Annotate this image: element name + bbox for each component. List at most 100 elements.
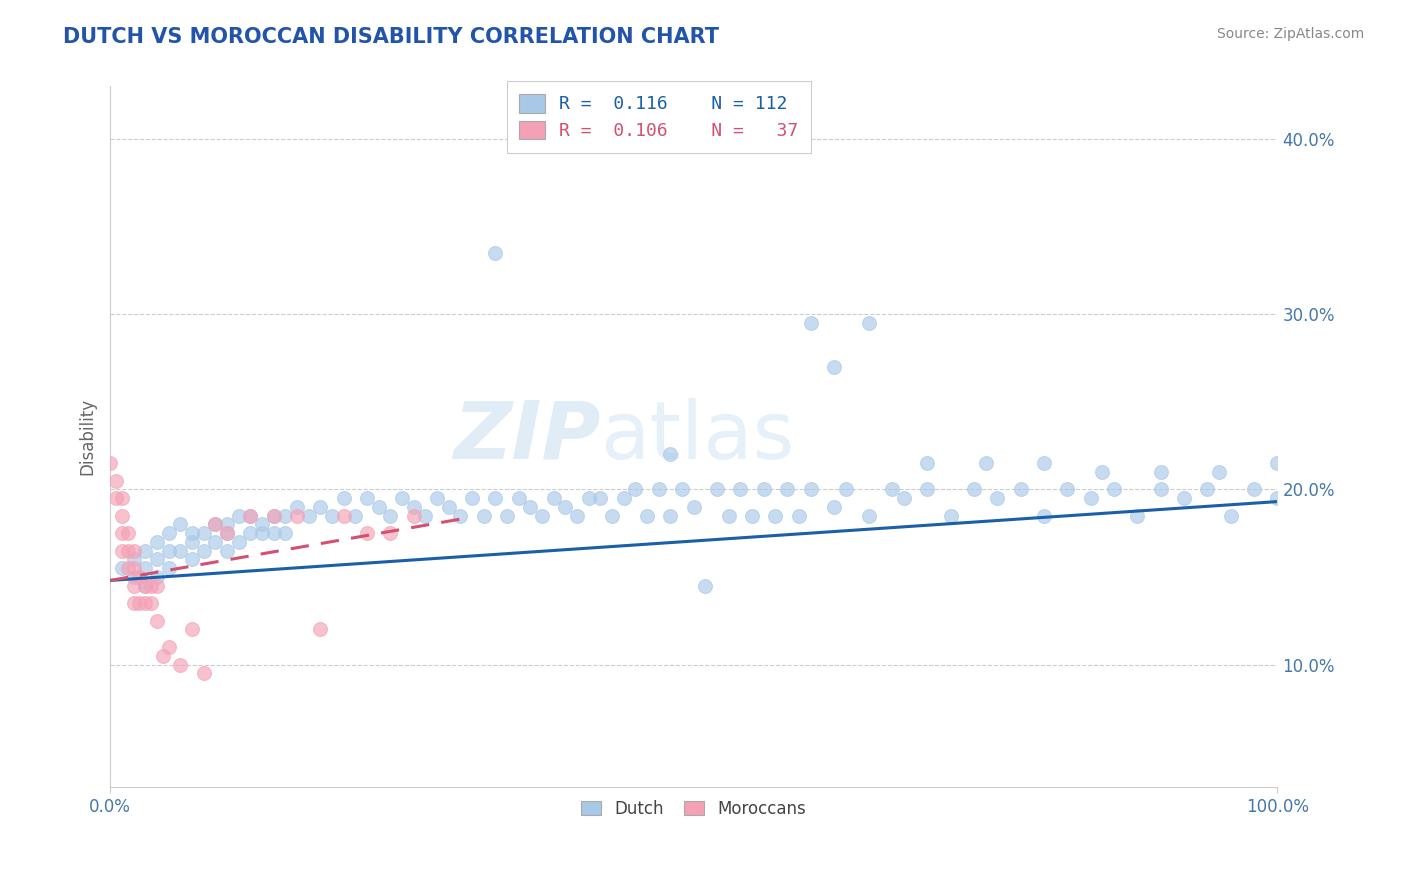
Point bbox=[157, 561, 180, 575]
Point bbox=[146, 570, 169, 584]
Point bbox=[578, 491, 600, 505]
Point bbox=[367, 500, 389, 514]
Point bbox=[228, 534, 250, 549]
Point bbox=[263, 508, 285, 523]
Point bbox=[717, 508, 740, 523]
Point bbox=[1267, 456, 1289, 470]
Point bbox=[1150, 465, 1173, 479]
Point bbox=[134, 543, 156, 558]
Point bbox=[180, 552, 202, 566]
Point bbox=[695, 579, 717, 593]
Point bbox=[391, 491, 413, 505]
Point bbox=[823, 500, 845, 514]
Point bbox=[915, 483, 938, 497]
Point bbox=[344, 508, 367, 523]
Point bbox=[128, 596, 150, 610]
Point bbox=[986, 491, 1008, 505]
Point bbox=[122, 552, 145, 566]
Point bbox=[105, 491, 128, 505]
Point bbox=[321, 508, 343, 523]
Point bbox=[1091, 465, 1114, 479]
Point bbox=[193, 526, 215, 541]
Point bbox=[204, 534, 226, 549]
Point bbox=[893, 491, 915, 505]
Point bbox=[449, 508, 471, 523]
Point bbox=[484, 491, 506, 505]
Point bbox=[613, 491, 636, 505]
Point bbox=[472, 508, 495, 523]
Point bbox=[122, 543, 145, 558]
Point bbox=[402, 508, 425, 523]
Point bbox=[193, 666, 215, 681]
Point bbox=[180, 534, 202, 549]
Point bbox=[1219, 508, 1241, 523]
Point bbox=[963, 483, 986, 497]
Point bbox=[215, 526, 238, 541]
Point bbox=[297, 508, 319, 523]
Point bbox=[105, 474, 128, 488]
Point bbox=[139, 579, 162, 593]
Point bbox=[1126, 508, 1149, 523]
Point bbox=[741, 508, 763, 523]
Point bbox=[263, 508, 285, 523]
Point bbox=[1032, 456, 1054, 470]
Point bbox=[413, 508, 436, 523]
Point bbox=[765, 508, 787, 523]
Point bbox=[332, 491, 354, 505]
Point bbox=[122, 596, 145, 610]
Point bbox=[706, 483, 728, 497]
Legend: Dutch, Moroccans: Dutch, Moroccans bbox=[575, 793, 813, 824]
Point bbox=[1010, 483, 1032, 497]
Point bbox=[111, 543, 134, 558]
Point bbox=[274, 526, 297, 541]
Text: ZIP: ZIP bbox=[453, 398, 600, 475]
Point bbox=[169, 517, 191, 532]
Point bbox=[1208, 465, 1230, 479]
Point bbox=[204, 517, 226, 532]
Point bbox=[682, 500, 704, 514]
Point bbox=[554, 500, 576, 514]
Point bbox=[146, 614, 169, 628]
Point bbox=[215, 517, 238, 532]
Point bbox=[659, 508, 682, 523]
Point bbox=[157, 543, 180, 558]
Point bbox=[263, 526, 285, 541]
Point bbox=[1102, 483, 1125, 497]
Point bbox=[157, 640, 180, 654]
Point bbox=[519, 500, 541, 514]
Point bbox=[204, 517, 226, 532]
Text: Source: ZipAtlas.com: Source: ZipAtlas.com bbox=[1216, 27, 1364, 41]
Point bbox=[531, 508, 554, 523]
Text: atlas: atlas bbox=[600, 398, 794, 475]
Point bbox=[1080, 491, 1102, 505]
Point bbox=[239, 508, 262, 523]
Point bbox=[152, 648, 174, 663]
Point bbox=[624, 483, 647, 497]
Point bbox=[915, 456, 938, 470]
Point bbox=[565, 508, 588, 523]
Point bbox=[939, 508, 962, 523]
Point bbox=[356, 491, 378, 505]
Point bbox=[146, 552, 169, 566]
Point bbox=[122, 579, 145, 593]
Point bbox=[274, 508, 297, 523]
Point bbox=[600, 508, 623, 523]
Point bbox=[834, 483, 856, 497]
Y-axis label: Disability: Disability bbox=[79, 398, 96, 475]
Point bbox=[858, 508, 880, 523]
Point bbox=[180, 526, 202, 541]
Point bbox=[799, 483, 821, 497]
Point bbox=[1267, 491, 1289, 505]
Point bbox=[215, 543, 238, 558]
Point bbox=[648, 483, 671, 497]
Point bbox=[543, 491, 565, 505]
Point bbox=[1056, 483, 1078, 497]
Point bbox=[461, 491, 484, 505]
Point bbox=[193, 543, 215, 558]
Point bbox=[1197, 483, 1219, 497]
Text: DUTCH VS MOROCCAN DISABILITY CORRELATION CHART: DUTCH VS MOROCCAN DISABILITY CORRELATION… bbox=[63, 27, 720, 46]
Point bbox=[117, 526, 139, 541]
Point bbox=[787, 508, 810, 523]
Point bbox=[776, 483, 799, 497]
Point bbox=[1150, 483, 1173, 497]
